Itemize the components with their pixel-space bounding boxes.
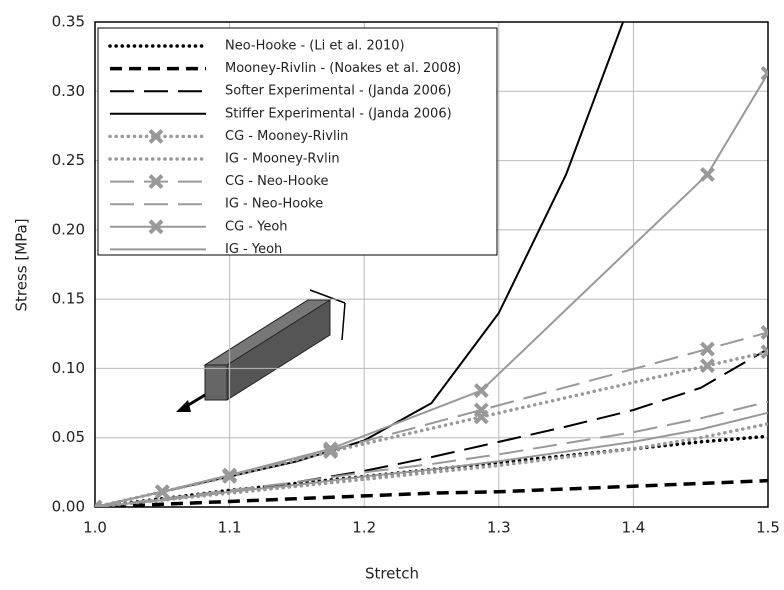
series-line [95, 413, 768, 507]
x-tick-label: 1.0 [83, 519, 107, 537]
y-axis-label: Stress [MPa] [13, 218, 31, 311]
legend: Neo-Hooke - (Li et al. 2010) Mooney-Rivli… [98, 28, 497, 257]
legend-label: IG - Mooney-Rvlin [225, 152, 340, 167]
legend-label: CG - Neo-Hooke [225, 174, 328, 189]
legend-label: Softer Experimental - (Janda 2006) [225, 84, 451, 99]
inset-beam [176, 290, 345, 412]
y-tick-label: 0.10 [52, 359, 85, 377]
y-tick-label: 0.35 [52, 13, 85, 31]
marker [475, 385, 487, 397]
marker [701, 360, 713, 372]
series-line [95, 402, 768, 507]
legend-label: CG - Yeoh [225, 219, 288, 234]
legend-label: IG - Yeoh [225, 242, 282, 257]
series-line [95, 332, 768, 507]
legend-label: CG - Mooney-Rivlin [225, 129, 348, 144]
legend-label: Mooney-Rivlin - (Noakes et al. 2008) [225, 61, 461, 76]
y-tick-label: 0.20 [52, 220, 85, 238]
y-tick-label: 0.30 [52, 82, 85, 100]
x-tick-label: 1.2 [352, 519, 376, 537]
legend-label: Neo-Hooke - (Li et al. 2010) [225, 39, 405, 54]
marker [701, 343, 713, 355]
chart: Stretch Stress [MPa] 0.00 0.05 0.10 0.15 0.2… [0, 0, 784, 586]
y-tick-label: 0.15 [52, 290, 85, 308]
y-tick-label: 0.05 [52, 428, 85, 446]
legend-label: Stiffer Experimental - (Janda 2006) [225, 106, 452, 121]
y-tick-label: 0.25 [52, 151, 85, 169]
x-tick-label: 1.4 [621, 519, 645, 537]
x-tick-label: 1.5 [756, 519, 780, 537]
x-axis-label: Stretch [365, 565, 419, 583]
legend-label: IG - Neo-Hooke [225, 197, 323, 212]
marker [701, 168, 713, 180]
x-tick-label: 1.3 [487, 519, 511, 537]
y-tick-label: 0.00 [52, 498, 85, 516]
x-tick-label: 1.1 [218, 519, 242, 537]
